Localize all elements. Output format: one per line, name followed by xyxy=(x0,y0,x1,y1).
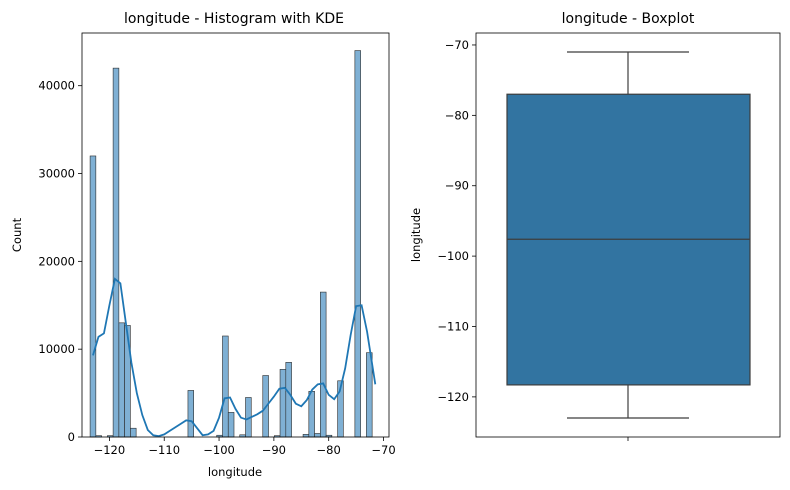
histogram-y-tick-label: 10000 xyxy=(38,342,75,356)
histogram-bar xyxy=(89,155,97,438)
boxplot-y-label: longitude xyxy=(409,208,423,262)
histogram-title: longitude - Histogram with KDE xyxy=(124,11,344,27)
boxplot-y-tick-label: −90 xyxy=(445,179,469,193)
histogram-bar xyxy=(130,427,137,438)
histogram-axes xyxy=(81,32,390,438)
histogram-x-tick-label: −120 xyxy=(94,443,126,457)
boxplot-y-tick-label: −100 xyxy=(437,249,469,263)
histogram-y-ticks: 0 10000 20000 30000 40000 xyxy=(38,79,82,444)
boxplot-title: longitude - Boxplot xyxy=(562,11,695,27)
boxplot-panel: longitude - Boxplot −70 −80 −90 −100 −110 −12… xyxy=(409,11,781,441)
histogram-bar xyxy=(320,291,327,438)
histogram-frame xyxy=(81,32,390,438)
histogram-panel: longitude - Histogram with KDE −120 −110−… xyxy=(10,11,396,479)
boxplot-y-tick-label: −120 xyxy=(437,390,469,404)
histogram-bar xyxy=(112,67,120,438)
histogram-bar xyxy=(285,362,292,438)
histogram-bar xyxy=(314,433,321,438)
histogram-bar xyxy=(187,390,195,438)
histogram-x-tick-label: −100 xyxy=(203,443,235,457)
histogram-x-ticks: −120 −110 −100 −90 −80 −70 xyxy=(94,437,396,457)
histogram-x-tick-label: −80 xyxy=(317,443,341,457)
histogram-bar xyxy=(279,369,287,438)
histogram-bar xyxy=(354,50,361,438)
histogram-bar xyxy=(366,352,373,438)
histogram-bars xyxy=(89,50,373,438)
histogram-bar xyxy=(124,325,131,438)
boxplot-y-ticks: −70 −80 −90 −100 −110 −120 xyxy=(437,38,476,404)
kde-curve xyxy=(92,277,377,438)
histogram-x-tick-label: −70 xyxy=(371,443,395,457)
histogram-y-tick-label: 20000 xyxy=(38,254,75,268)
histogram-x-tick-label: −110 xyxy=(148,443,180,457)
boxplot-y-tick-label: −80 xyxy=(445,108,469,122)
histogram-x-label: longitude xyxy=(208,465,262,479)
histogram-bar xyxy=(222,335,229,438)
histogram-bar xyxy=(118,322,125,438)
boxplot-y-tick-label: −70 xyxy=(445,38,469,52)
histogram-y-label: Count xyxy=(10,217,24,252)
histogram-bar xyxy=(227,412,235,438)
boxplot-shapes xyxy=(506,51,751,419)
histogram-y-tick-label: 30000 xyxy=(38,167,75,181)
histogram-x-tick-label: −90 xyxy=(262,443,286,457)
boxplot-y-tick-label: −110 xyxy=(437,319,469,333)
histogram-bar xyxy=(308,391,315,438)
histogram-y-tick-label: 40000 xyxy=(38,79,75,93)
histogram-y-tick-label: 0 xyxy=(68,430,75,444)
